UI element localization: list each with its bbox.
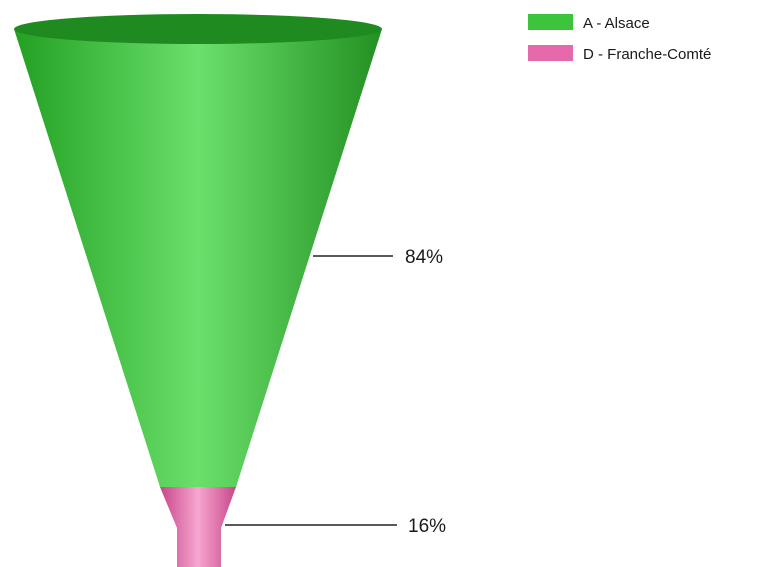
legend-label-alsace: A - Alsace <box>583 15 650 32</box>
data-label-franche-comte: 16% <box>408 516 446 537</box>
funnel-segment-franche-comte <box>160 487 236 567</box>
funnel-segment-alsace-top <box>14 14 382 44</box>
legend-swatch-franche-comte <box>528 45 573 61</box>
funnel-segment-alsace-body <box>14 29 382 487</box>
data-label-alsace: 84% <box>405 247 443 268</box>
legend-label-franche-comte: D - Franche-Comté <box>583 46 711 63</box>
legend: A - Alsace D - Franche-Comté <box>528 14 711 63</box>
funnel-segment-alsace <box>14 14 382 487</box>
legend-swatch-alsace <box>528 14 573 30</box>
funnel-segment-franche-comte-body <box>160 487 236 567</box>
